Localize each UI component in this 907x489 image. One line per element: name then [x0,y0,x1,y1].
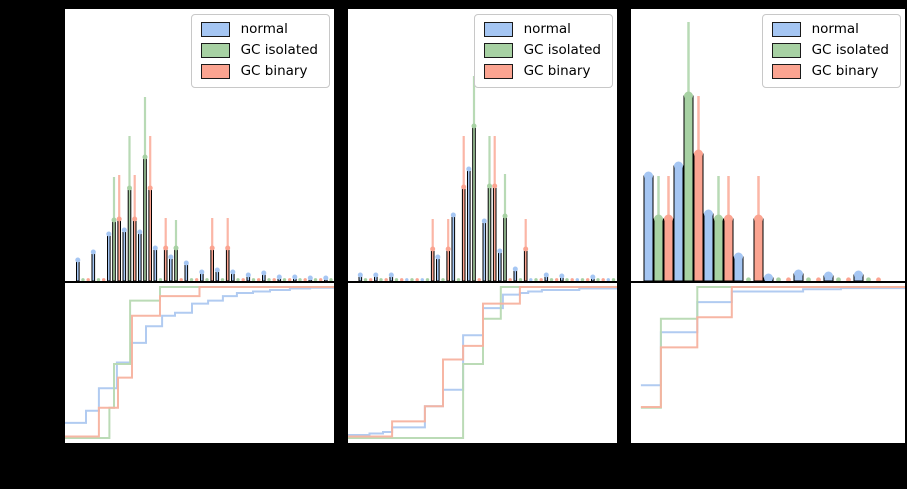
legend-item-normal: normal [771,21,889,37]
legend-label-gc-binary: GC binary [523,63,591,79]
legend-item-normal: normal [200,21,318,37]
histogram-plot-middle [357,76,616,281]
legend: normal GC isolated GC binary [473,14,613,88]
hist-panel-left: normal GC isolated GC binary [65,9,334,283]
legend-swatch-gc-binary [483,64,513,79]
subplot-column-middle: normal GC isolated GC binary [348,9,617,443]
legend-label-gc-isolated: GC isolated [811,42,889,58]
legend-item-gc-isolated: GC isolated [200,42,318,58]
legend-item-gc-binary: GC binary [483,63,601,79]
hist-panel-middle: normal GC isolated GC binary [348,9,617,283]
legend-label-gc-binary: GC binary [811,63,879,79]
legend-label-normal: normal [523,21,571,37]
legend-item-gc-binary: GC binary [200,63,318,79]
legend-label-gc-binary: GC binary [240,63,308,79]
legend-label-normal: normal [811,21,859,37]
legend-item-gc-isolated: GC isolated [771,42,889,58]
legend: normal GC isolated GC binary [761,14,901,88]
cdf-panel-left [65,283,334,443]
histogram-plot-left [75,97,333,281]
legend-item-gc-binary: GC binary [771,63,889,79]
legend: normal GC isolated GC binary [190,14,330,88]
histogram-plot-right [643,22,881,281]
cdf-panel-right [631,283,905,443]
legend-swatch-normal [483,22,513,37]
ecdf-plot-right [640,286,905,409]
ecdf-plot-left [65,286,334,439]
legend-swatch-gc-isolated [200,43,230,58]
legend-swatch-normal [771,22,801,37]
ecdf-plot-middle [348,286,617,439]
legend-swatch-gc-isolated [483,43,513,58]
legend-item-gc-isolated: GC isolated [483,42,601,58]
legend-swatch-normal [200,22,230,37]
subplot-column-right: normal GC isolated GC binary [631,9,905,443]
cdf-panel-middle [348,283,617,443]
hist-panel-right: normal GC isolated GC binary [631,9,905,283]
subplot-column-left: normal GC isolated GC binary [65,9,334,443]
legend-swatch-gc-isolated [771,43,801,58]
legend-swatch-gc-binary [771,64,801,79]
legend-label-gc-isolated: GC isolated [523,42,601,58]
legend-label-gc-isolated: GC isolated [240,42,318,58]
legend-swatch-gc-binary [200,64,230,79]
legend-item-normal: normal [483,21,601,37]
legend-label-normal: normal [240,21,288,37]
